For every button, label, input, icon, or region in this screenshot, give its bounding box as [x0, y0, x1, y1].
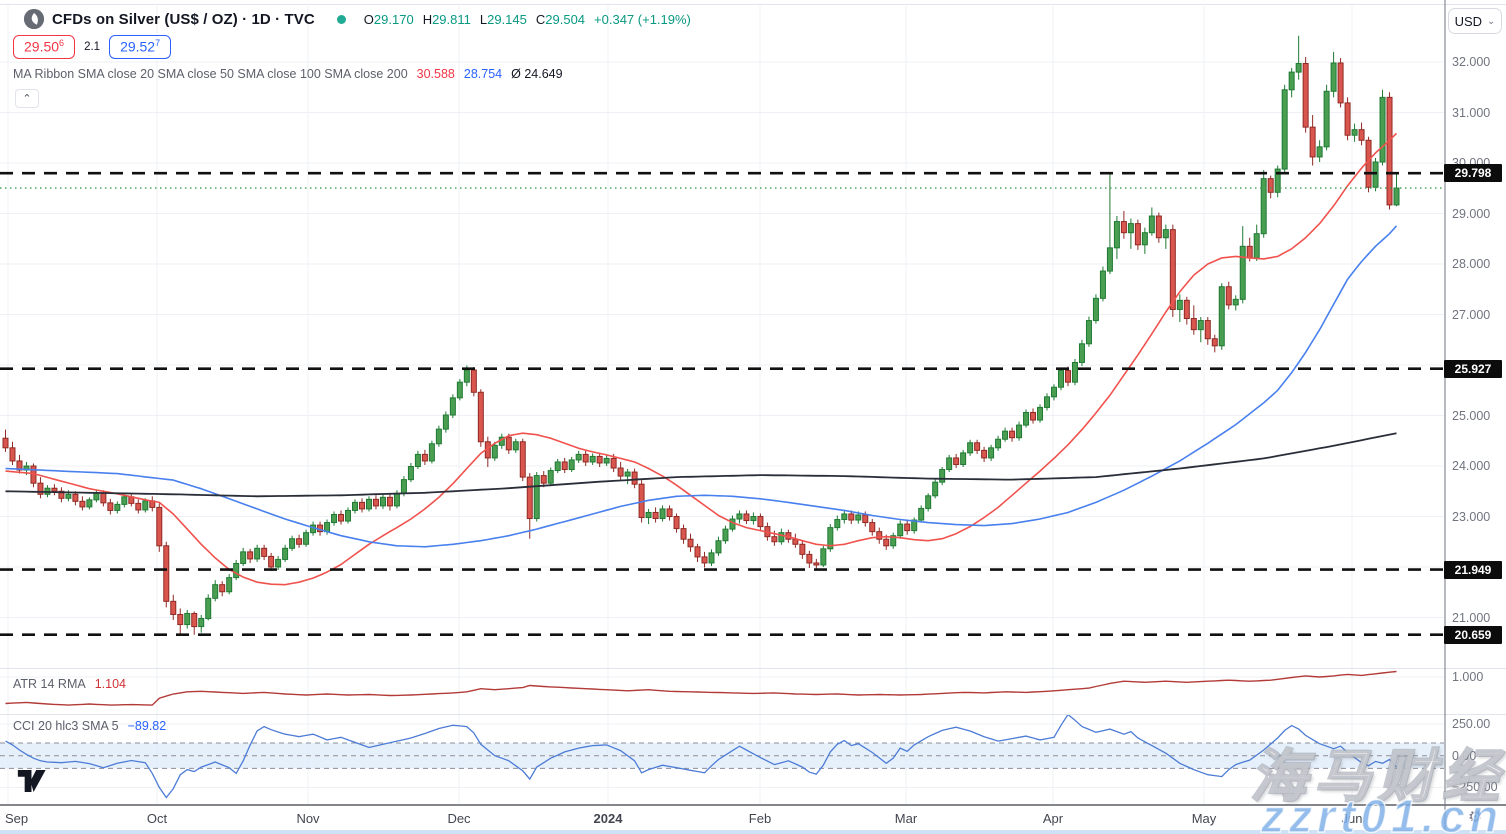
sell-button[interactable]: 29.506 [13, 35, 76, 59]
high-value: 29.811 [432, 11, 471, 27]
atr-tick-label: 1.000 [1452, 670, 1484, 684]
spread-value: 2.1 [84, 40, 101, 53]
market-status-dot-icon[interactable] [336, 14, 346, 24]
candles-layer [2, 35, 1400, 635]
price-tick-label: 28.000 [1452, 257, 1491, 271]
price-tick-label: 31.000 [1452, 105, 1491, 120]
atr-value: 1.104 [94, 677, 126, 691]
symbol-title[interactable]: CFDs on Silver (US$ / OZ) · 1D · TVC [52, 10, 315, 28]
currency-dropdown[interactable]: USD ⌄ [1448, 8, 1502, 34]
cci-label[interactable]: CCI 20 hlc3 SMA 5 [13, 719, 119, 733]
chevron-down-icon: ⌄ [1487, 15, 1496, 27]
price-tick-label: 23.000 [1452, 509, 1491, 524]
time-axis-label[interactable]: Apr [1042, 811, 1064, 826]
level-price-label: 20.659 [1444, 625, 1502, 644]
level-price-label: 25.927 [1444, 359, 1502, 378]
open-value: 29.170 [373, 11, 414, 27]
symbol-logo-icon [24, 9, 44, 29]
atr-label[interactable]: ATR 14 RMA [13, 677, 86, 691]
time-axis-label[interactable]: Feb [748, 811, 772, 826]
collapse-legend-button[interactable]: ⌃ [15, 89, 39, 108]
ma-ribbon-layer [5, 132, 1398, 586]
ma-ribbon-label[interactable]: MA Ribbon SMA close 20 SMA close 50 SMA … [13, 67, 408, 81]
price-tick-label: 27.000 [1452, 307, 1491, 322]
cci-tick-label: 250.00 [1452, 717, 1491, 732]
ohlc-readout: O29.170 H29.811 L29.145 C29.504 +0.347 (… [363, 11, 691, 27]
atr-plot[interactable] [5, 670, 1397, 706]
time-axis-label[interactable]: 2024 [593, 811, 623, 826]
cci-tick-label: 0.00 [1452, 748, 1477, 763]
close-value: 29.504 [545, 11, 586, 27]
time-axis-label[interactable]: Jun [1341, 811, 1363, 826]
ma-line-sma-200[interactable] [5, 432, 1397, 498]
time-axis-label[interactable]: Mar [894, 811, 918, 826]
price-tick-label: 24.000 [1452, 459, 1491, 473]
sma-average-value: Ø 24.649 [511, 67, 563, 81]
time-axis-label[interactable]: May [1191, 811, 1217, 826]
ma-line-sma-50[interactable] [5, 225, 1398, 548]
level-price-label: 29.798 [1444, 164, 1502, 183]
time-axis-label[interactable]: Sep [5, 811, 29, 826]
price-tick-label: 25.000 [1452, 408, 1491, 423]
sma20-value: 30.588 [416, 67, 455, 81]
change-value: +0.347 (+1.19%) [594, 11, 691, 27]
axis-settings-gear-icon[interactable]: ⚙ [1468, 809, 1483, 826]
tradingview-logo-icon[interactable] [14, 770, 50, 792]
buy-button[interactable]: 29.527 [109, 35, 172, 59]
cci-plot[interactable] [5, 715, 1397, 799]
price-tick-label: 21.000 [1452, 610, 1491, 625]
time-axis-label[interactable]: Oct [146, 811, 168, 826]
sma50-value: 28.754 [463, 67, 503, 81]
bottom-edge-strip [0, 830, 1506, 834]
cci-value: −89.82 [127, 719, 167, 733]
price-tick-label: 32.000 [1452, 55, 1491, 69]
time-axis-label[interactable]: Nov [296, 811, 320, 826]
level-price-label: 21.949 [1444, 560, 1502, 579]
time-axis-label[interactable]: Dec [447, 811, 471, 826]
low-value: 29.145 [487, 11, 527, 27]
price-tick-label: 29.000 [1452, 206, 1491, 221]
ma-line-sma-20[interactable] [5, 132, 1398, 586]
cci-tick-label: −250.00 [1452, 780, 1498, 795]
